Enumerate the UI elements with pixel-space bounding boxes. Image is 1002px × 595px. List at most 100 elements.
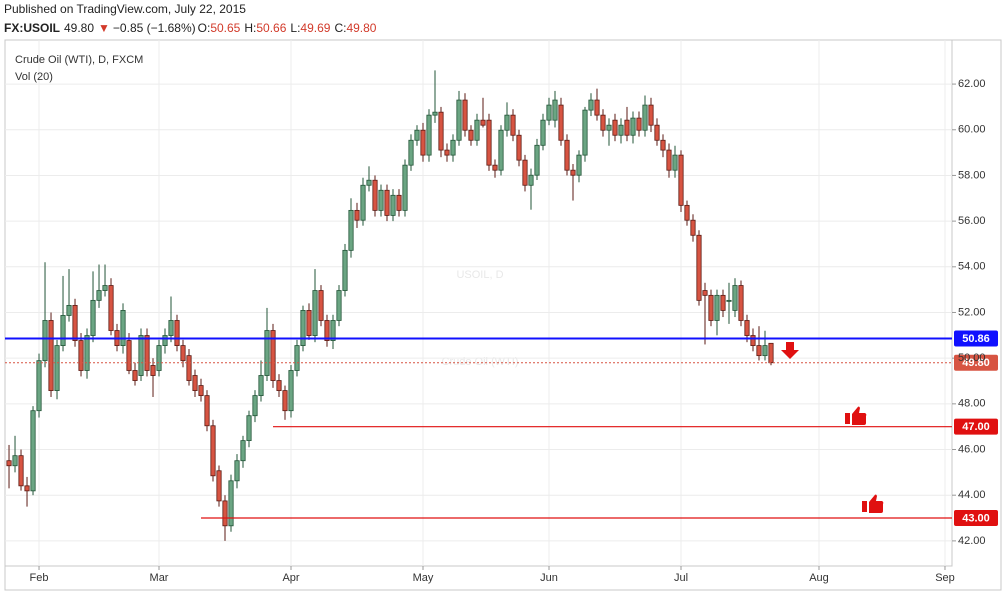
price-label: 50.86 xyxy=(962,333,990,345)
candle-body xyxy=(312,290,318,336)
candle-body xyxy=(96,290,102,301)
candle-body xyxy=(366,179,372,186)
y-tick-label: 52.00 xyxy=(958,306,986,318)
candle-body xyxy=(384,189,390,216)
candle-body xyxy=(264,330,270,376)
price-label: 49.80 xyxy=(962,357,990,369)
y-tick-label: 60.00 xyxy=(958,124,986,136)
candle-body xyxy=(90,299,96,336)
candle-body xyxy=(36,360,42,412)
ohlc-key: L: xyxy=(290,21,300,35)
candle-body xyxy=(378,189,384,211)
thumbs-up-icon xyxy=(845,406,867,425)
candle-body xyxy=(102,285,108,291)
candle-body xyxy=(270,330,276,381)
candles xyxy=(6,70,774,541)
candle-body xyxy=(648,104,654,126)
candle-body xyxy=(498,129,504,171)
candle-body xyxy=(552,99,558,121)
candle-body xyxy=(318,290,324,321)
quote-line: FX:USOIL 49.80 ▼ −0.85 (−1.68%) O:50.65 H:50.… xyxy=(4,21,377,35)
candle-body xyxy=(612,119,618,136)
ohlc-key: C: xyxy=(334,21,346,35)
candle-body xyxy=(762,345,768,357)
candle-body xyxy=(438,111,444,151)
candle-body xyxy=(222,500,228,527)
y-tick-label: 42.00 xyxy=(958,535,986,547)
candle-body xyxy=(432,111,438,116)
candle-body xyxy=(642,104,648,131)
candle-body xyxy=(108,285,114,331)
x-tick-label: May xyxy=(413,572,434,584)
candle-body xyxy=(468,129,474,141)
down-arrow-icon xyxy=(781,342,799,359)
candle-body xyxy=(540,119,546,146)
candle-body xyxy=(504,114,510,131)
candle-body xyxy=(330,320,336,341)
candle-body xyxy=(192,375,198,391)
candle-body xyxy=(558,104,564,141)
candle-body xyxy=(654,124,660,141)
thumbs-up-icon xyxy=(862,494,884,513)
candle-body xyxy=(228,480,234,527)
candle-body xyxy=(726,299,732,302)
candle-body xyxy=(486,119,492,166)
candle-body xyxy=(492,164,498,171)
candle-body xyxy=(756,345,762,357)
candle-body xyxy=(600,114,606,131)
candle-body xyxy=(420,129,426,156)
candle-body xyxy=(252,395,258,417)
candle-body xyxy=(12,455,18,467)
candle-body xyxy=(48,320,54,391)
ohlc-key: H: xyxy=(244,21,256,35)
candle-body xyxy=(138,335,144,376)
published-note: Published on TradingView.com, July 22, 2… xyxy=(4,2,246,16)
price-label: 43.00 xyxy=(962,512,990,524)
candle-body xyxy=(216,470,222,502)
y-tick-label: 46.00 xyxy=(958,443,986,455)
watermark-symbol: USOIL, D xyxy=(456,269,503,281)
price-label-box xyxy=(954,354,998,371)
candle-body xyxy=(54,345,60,391)
x-tick-label: Sep xyxy=(935,572,955,584)
candle-body xyxy=(516,134,522,161)
candle-body xyxy=(720,294,726,311)
candle-body xyxy=(210,425,216,477)
candle-body xyxy=(480,119,486,126)
candle-body xyxy=(324,320,330,341)
candle-body xyxy=(510,114,516,136)
candle-body xyxy=(372,179,378,211)
y-tick-label: 62.00 xyxy=(958,78,986,90)
legend-title: Crude Oil (WTI), D, FXCM xyxy=(15,54,143,66)
candle-body xyxy=(564,139,570,171)
y-tick-label: 54.00 xyxy=(958,261,986,273)
watermark-name: Crude Oil (WTI) xyxy=(442,356,519,368)
candle-body xyxy=(636,117,642,131)
x-tick-label: Feb xyxy=(30,572,49,584)
candle-body xyxy=(360,184,366,221)
candle-body xyxy=(732,285,738,311)
candle-body xyxy=(240,440,246,462)
candle-body xyxy=(132,370,138,381)
candle-body xyxy=(162,335,168,346)
candle-body xyxy=(72,304,78,341)
candle-body xyxy=(426,114,432,156)
candle-body xyxy=(528,174,534,186)
down-triangle: ▼ xyxy=(98,21,110,35)
symbol: FX:USOIL xyxy=(4,21,60,35)
price-label-box xyxy=(954,418,998,435)
y-tick-label: 48.00 xyxy=(958,398,986,410)
candle-body xyxy=(30,410,36,492)
candle-body xyxy=(150,365,156,376)
candle-body xyxy=(660,139,666,151)
candle-body xyxy=(444,149,450,156)
candle-body xyxy=(288,370,294,412)
candle-body xyxy=(618,124,624,136)
candle-body xyxy=(168,320,174,336)
candle-body xyxy=(66,304,72,316)
candle-body xyxy=(702,290,708,296)
candle-body xyxy=(234,460,240,482)
x-tick-label: Jul xyxy=(674,572,688,584)
x-tick-label: Jun xyxy=(540,572,558,584)
candle-body xyxy=(576,154,582,176)
